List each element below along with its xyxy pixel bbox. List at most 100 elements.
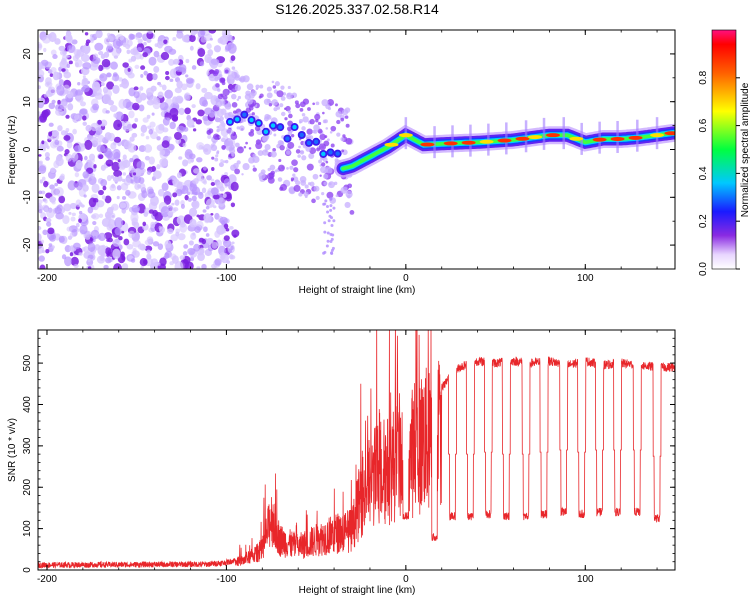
ridge-blob-core bbox=[270, 123, 276, 128]
noise-speckle bbox=[272, 147, 276, 152]
noise-speckle bbox=[189, 45, 194, 51]
noise-speckle bbox=[106, 72, 112, 78]
noise-speckle bbox=[201, 187, 207, 194]
noise-speckle bbox=[138, 177, 145, 184]
noise-speckle bbox=[50, 66, 57, 73]
noise-speckle bbox=[65, 127, 70, 133]
noise-speckle bbox=[159, 83, 163, 88]
snr-y-ticks: 0 100 200 300 400 500 bbox=[22, 329, 675, 573]
noise-speckle bbox=[178, 64, 187, 73]
noise-speckle bbox=[203, 226, 208, 233]
snr-frame bbox=[37, 329, 676, 571]
noise-speckle bbox=[63, 135, 71, 141]
noise-speckle bbox=[38, 209, 43, 214]
noise-speckle bbox=[196, 266, 201, 269]
noise-speckle bbox=[300, 150, 304, 154]
noise-speckle bbox=[336, 119, 341, 125]
noise-speckle bbox=[83, 194, 87, 198]
noise-speckle bbox=[55, 156, 64, 167]
noise-speckle bbox=[165, 75, 170, 81]
noise-speckle bbox=[231, 93, 237, 100]
noise-speckle bbox=[178, 156, 183, 160]
noise-speckle bbox=[46, 145, 50, 150]
y-tick-label: 0 bbox=[22, 567, 33, 573]
noise-speckle bbox=[330, 224, 334, 228]
noise-speckle bbox=[230, 79, 235, 85]
noise-speckle bbox=[84, 155, 88, 161]
noise-speckle bbox=[252, 155, 260, 164]
noise-speckle bbox=[40, 239, 45, 244]
noise-speckle bbox=[48, 122, 54, 127]
ridge-hotspot bbox=[479, 139, 494, 144]
noise-speckle bbox=[82, 62, 92, 70]
noise-speckle bbox=[234, 75, 240, 81]
noise-speckle bbox=[347, 183, 353, 189]
noise-speckle bbox=[219, 35, 229, 45]
noise-speckle bbox=[200, 30, 206, 36]
noise-speckle bbox=[177, 233, 186, 241]
noise-speckle bbox=[172, 192, 178, 198]
noise-speckle bbox=[111, 183, 116, 189]
noise-speckle bbox=[112, 239, 121, 247]
noise-speckle bbox=[162, 117, 170, 126]
noise-speckle bbox=[257, 150, 264, 156]
noise-speckle bbox=[335, 103, 338, 107]
noise-speckle bbox=[143, 41, 147, 46]
noise-speckle bbox=[217, 197, 226, 208]
spectrogram-x-ticks: -200 -100 0 100 bbox=[37, 30, 658, 284]
noise-speckle bbox=[160, 51, 170, 61]
noise-speckle bbox=[239, 125, 245, 131]
noise-speckle bbox=[99, 73, 108, 82]
ridge-blob-core bbox=[249, 117, 254, 123]
noise-speckle bbox=[62, 215, 70, 225]
noise-speckle bbox=[195, 119, 202, 125]
noise-speckle bbox=[111, 161, 120, 172]
noise-speckle bbox=[305, 146, 311, 152]
noise-speckle bbox=[92, 57, 101, 65]
noise-speckle bbox=[287, 110, 291, 114]
noise-speckle bbox=[205, 198, 215, 208]
noise-speckle bbox=[131, 204, 141, 213]
noise-speckle bbox=[118, 235, 123, 241]
noise-speckle bbox=[164, 89, 174, 99]
noise-speckle bbox=[42, 229, 48, 236]
noise-speckle bbox=[129, 136, 135, 142]
noise-speckle bbox=[248, 147, 252, 150]
noise-speckle bbox=[312, 102, 316, 106]
noise-speckle bbox=[246, 98, 253, 105]
noise-speckle bbox=[67, 180, 76, 191]
noise-speckle bbox=[146, 72, 154, 82]
noise-speckle bbox=[69, 202, 77, 210]
noise-speckle bbox=[150, 258, 158, 266]
noise-speckle bbox=[231, 101, 238, 108]
y-tick-label: -20 bbox=[22, 237, 33, 252]
noise-speckle bbox=[143, 144, 153, 153]
noise-speckle bbox=[214, 157, 219, 162]
ridge-hotspot bbox=[610, 136, 625, 141]
noise-speckle bbox=[230, 133, 238, 140]
colorbar-label: Normalized spectral amplitude bbox=[740, 82, 750, 217]
noise-speckle bbox=[301, 126, 306, 131]
noise-speckle bbox=[106, 32, 111, 38]
noise-speckle bbox=[118, 160, 127, 169]
noise-speckle bbox=[97, 245, 106, 256]
noise-speckle bbox=[43, 93, 48, 98]
noise-speckle bbox=[330, 216, 334, 220]
noise-speckle bbox=[185, 58, 190, 64]
noise-speckle bbox=[170, 253, 177, 260]
noise-speckle bbox=[58, 235, 65, 243]
noise-speckle bbox=[195, 83, 201, 90]
noise-speckle bbox=[94, 141, 101, 147]
noise-speckle bbox=[41, 140, 45, 145]
noise-speckle bbox=[73, 263, 79, 269]
noise-speckle bbox=[295, 103, 301, 109]
noise-speckle bbox=[349, 209, 355, 215]
noise-speckle bbox=[326, 231, 330, 235]
ridge-blob-core bbox=[321, 151, 326, 157]
noise-speckle bbox=[66, 35, 73, 44]
noise-speckle bbox=[157, 91, 164, 99]
noise-speckle bbox=[148, 156, 155, 165]
noise-speckle bbox=[40, 190, 46, 195]
ridge-hotspot bbox=[628, 135, 643, 140]
noise-speckle bbox=[189, 218, 197, 228]
